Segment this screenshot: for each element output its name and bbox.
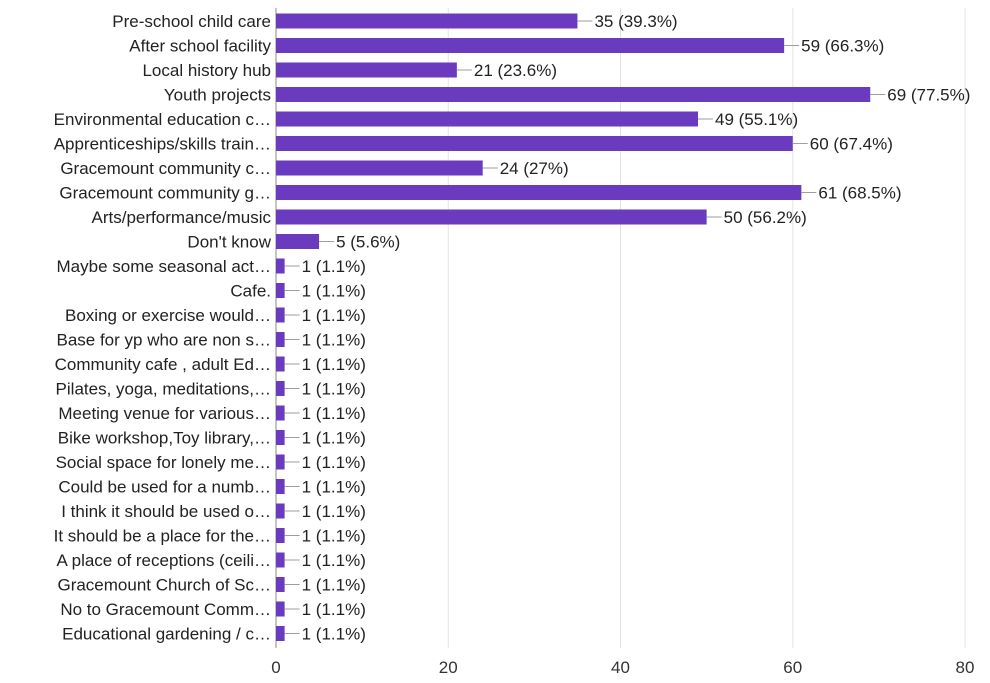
value-label: 69 (77.5%) (887, 86, 970, 105)
bar (276, 209, 707, 225)
value-label: 59 (66.3%) (801, 37, 884, 56)
bar (276, 62, 457, 78)
value-label: 1 (1.1%) (302, 478, 366, 497)
bar (276, 136, 793, 151)
category-label: Gracemount community c… (60, 159, 271, 178)
value-label: 1 (1.1%) (302, 551, 366, 570)
bar (276, 307, 285, 323)
category-label: Apprenticeships/skills train… (54, 135, 271, 154)
value-label: 1 (1.1%) (302, 453, 366, 472)
bar (276, 454, 285, 470)
value-labels: 35 (39.3%) 59 (66.3%) 21 (23.6%) 69 (77.5%)… (284, 12, 970, 644)
category-label: No to Gracemount Comm… (60, 600, 271, 619)
category-label: Cafe. (230, 282, 271, 301)
x-tick-label: 80 (956, 658, 975, 677)
bar (276, 626, 285, 641)
category-label: Pilates, yoga, meditations,… (56, 380, 271, 399)
category-label: A place of receptions (ceili… (57, 551, 272, 570)
value-label: 1 (1.1%) (302, 527, 366, 546)
value-label: 1 (1.1%) (302, 355, 366, 374)
category-label: Boxing or exercise would… (65, 306, 271, 325)
x-axis-ticks: 0 20 40 60 80 (271, 658, 974, 677)
value-label: 1 (1.1%) (302, 257, 366, 276)
value-label: 1 (1.1%) (302, 282, 366, 301)
value-label: 1 (1.1%) (302, 380, 366, 399)
value-label: 1 (1.1%) (302, 502, 366, 521)
category-label: Gracemount Church of Sc… (57, 576, 271, 595)
value-label: 1 (1.1%) (302, 429, 366, 448)
category-label: Bike workshop,Toy library,… (58, 429, 271, 448)
grid-lines (275, 8, 966, 648)
bar (276, 87, 871, 102)
bar (276, 479, 285, 494)
category-label: It should be a place for the… (54, 527, 271, 546)
value-label: 35 (39.3%) (594, 12, 677, 31)
bar (276, 356, 285, 372)
x-tick-label: 20 (439, 658, 458, 677)
value-label: 21 (23.6%) (474, 61, 557, 80)
value-label: 61 (68.5%) (818, 184, 901, 203)
value-label: 49 (55.1%) (715, 110, 798, 129)
category-label: Environmental education c… (54, 110, 271, 129)
bar (276, 160, 483, 176)
bars (276, 13, 871, 641)
category-label: Local history hub (142, 61, 271, 80)
value-label: 1 (1.1%) (302, 331, 366, 350)
category-label: Community cafe , adult Ed… (55, 355, 271, 374)
category-label: After school facility (129, 37, 271, 56)
bar (276, 13, 578, 29)
x-tick-label: 40 (611, 658, 630, 677)
bar (276, 405, 285, 421)
value-label: 1 (1.1%) (302, 404, 366, 423)
bar (276, 577, 285, 592)
category-label: Don't know (187, 233, 271, 252)
value-label: 1 (1.1%) (302, 600, 366, 619)
value-label: 24 (27%) (500, 159, 569, 178)
category-label: Maybe some seasonal act… (57, 257, 272, 276)
x-tick-label: 60 (783, 658, 802, 677)
bar (276, 111, 699, 127)
category-label: Social space for lonely me… (56, 453, 271, 472)
value-label: 1 (1.1%) (302, 576, 366, 595)
bar (276, 601, 285, 617)
category-label: Base for yp who are non s… (56, 331, 271, 350)
value-label: 5 (5.6%) (336, 233, 400, 252)
bar (276, 283, 285, 298)
category-labels: Pre-school child care After school facili… (54, 12, 272, 644)
bar (276, 234, 320, 249)
category-label: Gracemount community g… (59, 184, 271, 203)
bar (276, 430, 285, 445)
category-label: I think it should be used o… (61, 502, 271, 521)
bar (276, 185, 802, 200)
bar (276, 528, 285, 543)
category-label: Could be used for a numb… (58, 478, 271, 497)
bar (276, 381, 285, 396)
category-label: Meeting venue for various… (58, 404, 271, 423)
category-label: Arts/performance/music (92, 208, 272, 227)
bar (276, 332, 285, 347)
category-label: Educational gardening / c… (62, 625, 271, 644)
value-label: 60 (67.4%) (810, 135, 893, 154)
category-label: Pre-school child care (112, 12, 271, 31)
bar (276, 552, 285, 568)
category-label: Youth projects (164, 86, 271, 105)
value-label: 1 (1.1%) (302, 306, 366, 325)
x-tick-label: 0 (271, 658, 280, 677)
bar (276, 503, 285, 519)
value-label: 1 (1.1%) (302, 625, 366, 644)
bar (276, 258, 285, 274)
value-label: 50 (56.2%) (724, 208, 807, 227)
bar (276, 38, 785, 53)
